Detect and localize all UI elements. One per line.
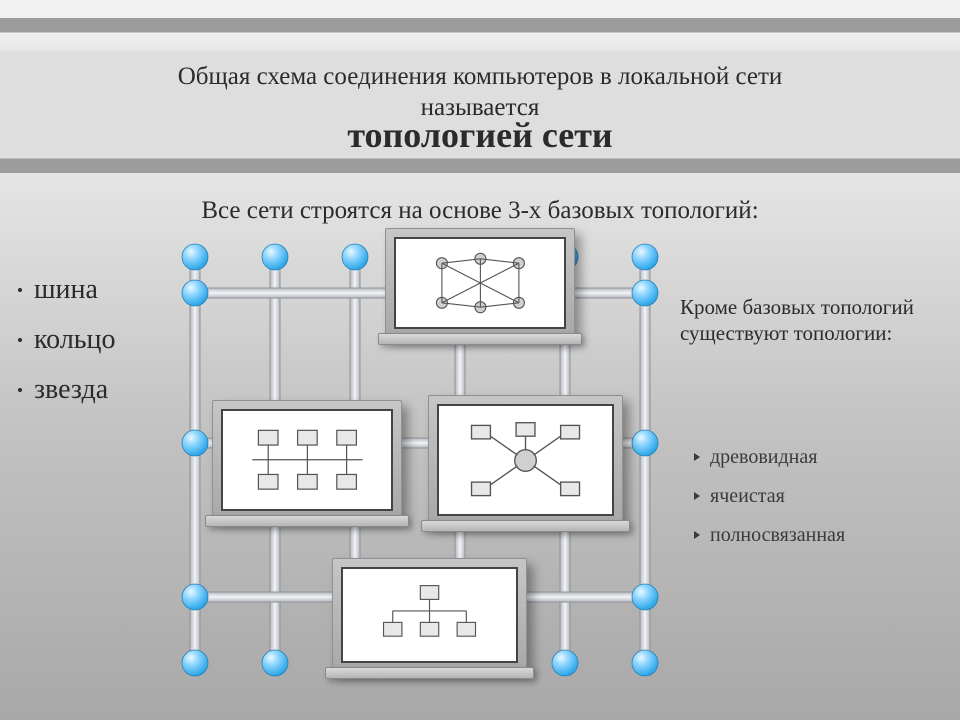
laptop-right	[428, 395, 623, 525]
laptop-bottom	[332, 558, 527, 672]
laptop-right-screen	[437, 404, 614, 516]
list-item: звезда	[12, 374, 192, 406]
list-item: полносвязанная	[690, 524, 940, 547]
left-bullet-list: шина кольцо звезда	[12, 270, 192, 424]
right-bullet-list: древовидная ячеистая полносвязанная	[690, 440, 940, 563]
subtitle: Все сети строятся на основе 3-х базовых …	[0, 197, 960, 225]
laptop-bottom-screen	[341, 567, 518, 663]
laptop-left	[212, 400, 402, 520]
right-paragraph: Кроме базовых топологий существуют топол…	[680, 294, 940, 347]
laptop-top-screen	[394, 237, 566, 329]
title-line-1: Общая схема соединения компьютеров в лок…	[0, 63, 960, 91]
list-item: шина	[12, 274, 192, 306]
list-item: кольцо	[12, 324, 192, 356]
laptop-top	[385, 228, 575, 338]
title-emphasis: топологией сети	[0, 114, 960, 156]
list-item: ячеистая	[690, 485, 940, 508]
list-item: древовидная	[690, 446, 940, 469]
laptop-left-screen	[221, 409, 393, 511]
